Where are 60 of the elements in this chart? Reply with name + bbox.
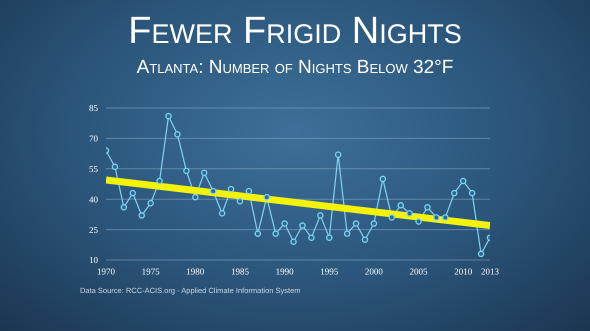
point (112, 164, 118, 170)
x-tick-label: 2005 (410, 266, 428, 276)
chart-title: Fewer Frigid Nights (127, 10, 463, 52)
point (299, 222, 306, 229)
point (156, 178, 163, 184)
x-tick-label: 1975 (142, 266, 160, 276)
y-tick-label: 85 (89, 103, 98, 114)
point (308, 234, 315, 241)
point (478, 250, 484, 258)
point (362, 236, 368, 243)
point (228, 186, 234, 192)
point (468, 190, 476, 196)
x-tick-label: 1995 (320, 266, 339, 276)
point (442, 214, 449, 221)
point (281, 220, 288, 227)
point (263, 194, 270, 200)
x-tick-label: 2000 (364, 266, 384, 276)
y-tick-label: 25 (89, 224, 98, 235)
y-tick-label: 70 (89, 134, 98, 144)
x-tick-label: 1970 (97, 266, 116, 276)
point (138, 212, 145, 219)
point (397, 202, 404, 209)
point (460, 178, 466, 184)
point (352, 220, 360, 227)
point (344, 230, 350, 237)
point (130, 190, 136, 196)
x-tick-label: 1980 (186, 266, 205, 276)
point (200, 170, 208, 176)
x-tick-label: 2013 (481, 266, 500, 276)
point (210, 188, 216, 194)
point (334, 151, 342, 158)
point (380, 176, 386, 182)
point (218, 210, 226, 217)
point (246, 188, 252, 194)
point (120, 204, 128, 211)
y-tick-label: 40 (89, 194, 98, 204)
point (290, 238, 297, 246)
point (192, 194, 199, 200)
point (272, 230, 279, 237)
point (424, 204, 431, 211)
y-tick-label: 10 (89, 255, 98, 266)
point (317, 212, 324, 219)
point (165, 112, 172, 120)
chart-subtitle: Atlanta: Number of Nights Below 32°F (136, 56, 454, 80)
x-tick-label: 1990 (276, 266, 294, 276)
point (174, 131, 181, 138)
y-tick-label: 55 (89, 164, 98, 174)
point (147, 200, 154, 207)
point (388, 214, 396, 221)
point (433, 214, 440, 221)
x-tick-label: 2010 (454, 266, 473, 276)
point (183, 168, 190, 174)
point (406, 210, 413, 217)
point (326, 234, 333, 241)
point (451, 190, 458, 196)
x-tick-label: 1985 (230, 266, 250, 276)
point (415, 218, 422, 225)
point (254, 230, 262, 237)
point (370, 220, 378, 227)
point (236, 198, 244, 204)
